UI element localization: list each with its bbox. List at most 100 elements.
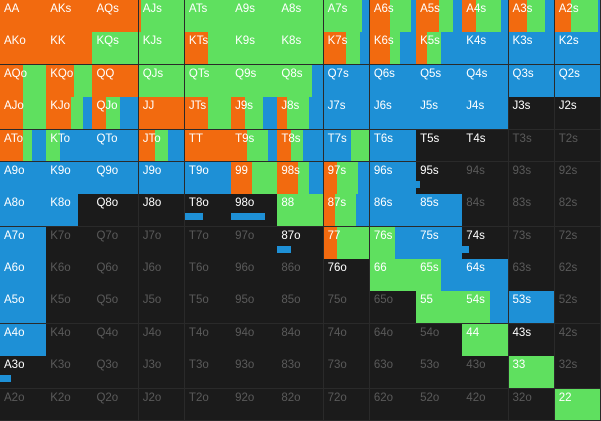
hand-cell[interactable]: T3s (508, 129, 556, 163)
hand-cell[interactable]: 74o (323, 323, 371, 357)
hand-cell[interactable]: 92s (554, 161, 601, 195)
hand-cell[interactable]: 96s (369, 161, 417, 195)
hand-cell[interactable]: J2o (138, 388, 186, 421)
hand-cell[interactable]: Q4o (92, 323, 140, 357)
hand-cell[interactable]: T4o (184, 323, 232, 357)
hand-cell[interactable]: 54o (416, 323, 463, 357)
hand-cell[interactable]: A3s (508, 0, 556, 33)
hand-cell[interactable]: Q7s (323, 64, 371, 98)
hand-cell[interactable]: KK (46, 32, 93, 66)
hand-cell[interactable]: K8s (277, 32, 325, 66)
hand-cell[interactable]: 93o (231, 356, 278, 390)
hand-cell[interactable]: Q9o (92, 161, 140, 195)
hand-cell[interactable]: 33 (508, 356, 556, 390)
hand-cell[interactable]: 75s (416, 226, 463, 260)
hand-cell[interactable]: KTs (184, 32, 232, 66)
hand-cell[interactable]: 82s (554, 194, 601, 228)
hand-cell[interactable]: 63o (369, 356, 417, 390)
hand-cell[interactable]: K7o (46, 226, 93, 260)
hand-cell[interactable]: J6s (369, 97, 417, 131)
hand-cell[interactable]: K6s (369, 32, 417, 66)
hand-cell[interactable]: 62s (554, 259, 601, 292)
hand-cell[interactable]: J5o (138, 291, 186, 325)
hand-cell[interactable]: K5s (416, 32, 463, 66)
hand-cell[interactable]: AA (0, 0, 47, 33)
hand-cell[interactable]: AJs (138, 0, 186, 33)
hand-cell[interactable]: KJo (46, 97, 93, 131)
hand-cell[interactable]: 85s (416, 194, 463, 228)
hand-cell[interactable]: J5s (416, 97, 463, 131)
hand-cell[interactable]: 97s (323, 161, 371, 195)
hand-cell[interactable]: 74s (462, 226, 510, 260)
hand-cell[interactable]: Q8s (277, 64, 325, 98)
hand-cell[interactable]: T3o (184, 356, 232, 390)
hand-cell[interactable]: J7s (323, 97, 371, 131)
hand-cell[interactable]: T4s (462, 129, 510, 163)
hand-cell[interactable]: QTo (92, 129, 140, 163)
hand-cell[interactable]: 98s (277, 161, 325, 195)
hand-cell[interactable]: 83o (277, 356, 325, 390)
hand-cell[interactable]: 86o (277, 259, 325, 292)
hand-cell[interactable]: A2o (0, 388, 47, 421)
hand-cell[interactable]: KQs (92, 32, 140, 66)
hand-cell[interactable]: T9o (184, 161, 232, 195)
hand-cell[interactable]: 53s (508, 291, 556, 325)
hand-cell[interactable]: 64o (369, 323, 417, 357)
hand-cell[interactable]: Q2o (92, 388, 140, 421)
hand-cell[interactable]: A8o (0, 194, 47, 228)
hand-cell[interactable]: A7s (323, 0, 371, 33)
hand-cell[interactable]: 97o (231, 226, 278, 260)
hand-cell[interactable]: 63s (508, 259, 556, 292)
hand-cell[interactable]: K4o (46, 323, 93, 357)
hand-cell[interactable]: A6o (0, 259, 47, 292)
hand-cell[interactable]: Q6o (92, 259, 140, 292)
hand-cell[interactable]: T6o (184, 259, 232, 292)
hand-cell[interactable]: K9o (46, 161, 93, 195)
hand-cell[interactable]: 73o (323, 356, 371, 390)
hand-cell[interactable]: 73s (508, 226, 556, 260)
hand-cell[interactable]: A4s (462, 0, 510, 33)
hand-cell[interactable]: 82o (277, 388, 325, 421)
hand-cell[interactable]: J3o (138, 356, 186, 390)
hand-cell[interactable]: AKs (46, 0, 93, 33)
hand-cell[interactable]: K3o (46, 356, 93, 390)
hand-cell[interactable]: J4s (462, 97, 510, 131)
hand-cell[interactable]: ATs (184, 0, 232, 33)
hand-cell[interactable]: J8o (138, 194, 186, 228)
hand-cell[interactable]: Q2s (554, 64, 601, 98)
hand-cell[interactable]: J6o (138, 259, 186, 292)
hand-cell[interactable]: 64s (462, 259, 510, 292)
hand-cell[interactable]: J3s (508, 97, 556, 131)
hand-cell[interactable]: T2s (554, 129, 601, 163)
hand-cell[interactable]: J2s (554, 97, 601, 131)
hand-cell[interactable]: A4o (0, 323, 47, 357)
hand-cell[interactable]: 52o (416, 388, 463, 421)
hand-cell[interactable]: A5o (0, 291, 47, 325)
hand-cell[interactable]: Q4s (462, 64, 510, 98)
hand-cell[interactable]: 94o (231, 323, 278, 357)
hand-cell[interactable]: J7o (138, 226, 186, 260)
hand-cell[interactable]: 76o (323, 259, 371, 292)
hand-cell[interactable]: 87s (323, 194, 371, 228)
hand-cell[interactable]: 87o (277, 226, 325, 260)
hand-cell[interactable]: 95o (231, 291, 278, 325)
hand-cell[interactable]: 95s (416, 161, 463, 195)
hand-cell[interactable]: 76s (369, 226, 417, 260)
hand-cell[interactable]: JJ (138, 97, 186, 131)
hand-cell[interactable]: 66 (369, 259, 417, 292)
hand-cell[interactable]: AQo (0, 64, 47, 98)
hand-cell[interactable]: QQ (92, 64, 140, 98)
hand-cell[interactable]: J9o (138, 161, 186, 195)
hand-cell[interactable]: 55 (416, 291, 463, 325)
hand-cell[interactable]: 43s (508, 323, 556, 357)
hand-cell[interactable]: T8s (277, 129, 325, 163)
hand-cell[interactable]: 98o (231, 194, 278, 228)
hand-cell[interactable]: KQo (46, 64, 93, 98)
hand-cell[interactable]: 83s (508, 194, 556, 228)
hand-cell[interactable]: QJs (138, 64, 186, 98)
hand-cell[interactable]: A9s (231, 0, 278, 33)
hand-cell[interactable]: T9s (231, 129, 278, 163)
hand-cell[interactable]: K6o (46, 259, 93, 292)
hand-cell[interactable]: Q6s (369, 64, 417, 98)
hand-cell[interactable]: T8o (184, 194, 232, 228)
